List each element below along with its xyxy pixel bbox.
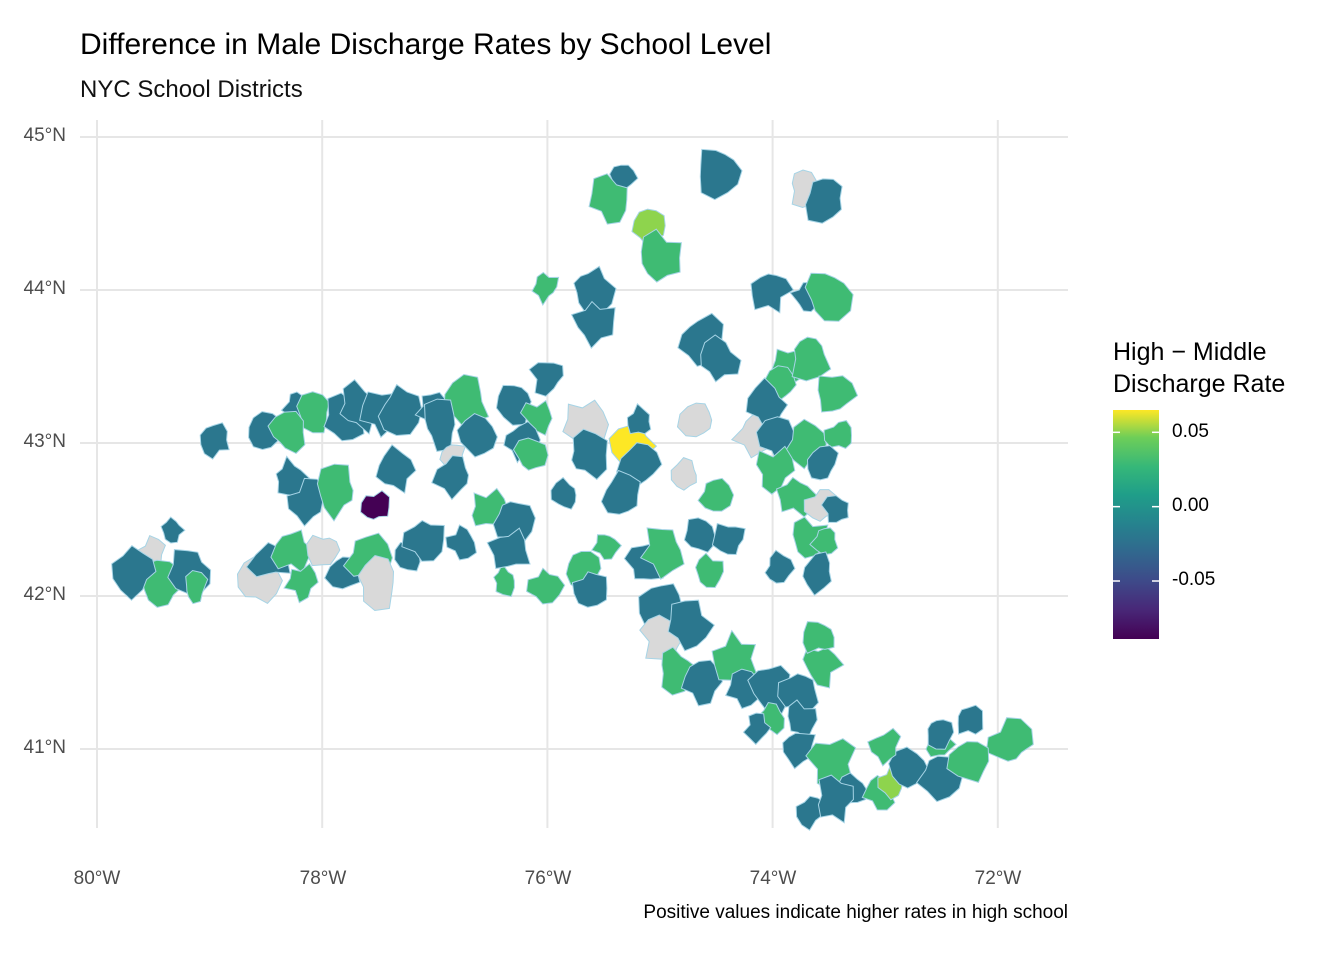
- legend-title-line: Discharge Rate: [1113, 370, 1286, 398]
- district-polygon: [267, 410, 306, 455]
- legend-tick-label: 0.05: [1172, 421, 1209, 442]
- district-polygon: [375, 444, 417, 494]
- district-polygon: [360, 490, 391, 520]
- legend-tick-marks: [1113, 431, 1159, 582]
- district-polygon: [867, 727, 902, 767]
- district-polygon: [700, 334, 742, 383]
- district-polygon: [782, 732, 816, 770]
- district-polygon: [957, 704, 984, 735]
- district-polygon: [817, 375, 859, 413]
- district-polygon: [445, 524, 477, 561]
- legend-title-line: High − Middle: [1113, 338, 1267, 366]
- y-tick-label: 45°N: [23, 125, 66, 146]
- chart-caption: Positive values indicate higher rates in…: [643, 902, 1068, 923]
- district-polygon: [809, 527, 839, 556]
- legend-colorbar: [1113, 410, 1159, 639]
- district-polygon: [431, 455, 470, 501]
- district-polygon: [695, 552, 725, 589]
- district-polygon: [306, 534, 341, 567]
- district-polygon: [357, 554, 395, 612]
- district-polygon: [750, 273, 795, 314]
- y-tick-label: 43°N: [23, 431, 66, 452]
- district-polygon: [571, 571, 608, 608]
- district-polygon: [697, 477, 735, 512]
- district-polygon: [528, 362, 564, 397]
- chart-title: Difference in Male Discharge Rates by Sc…: [80, 28, 772, 61]
- district-polygon: [747, 664, 791, 714]
- x-tick-label: 74°W: [749, 868, 797, 889]
- gridlines: [80, 120, 1068, 828]
- district-polygon: [160, 516, 186, 544]
- district-polygon: [199, 422, 230, 460]
- district-polygon: [526, 567, 566, 605]
- district-polygon: [680, 659, 723, 707]
- legend-tick-label: 0.00: [1172, 495, 1209, 516]
- district-polygon: [512, 437, 549, 471]
- district-polygon: [764, 549, 796, 584]
- district-polygon: [667, 599, 715, 652]
- district-polygon: [795, 795, 826, 831]
- district-polygon: [296, 391, 330, 434]
- legend-title: High − Middle Discharge Rate: [1113, 336, 1285, 400]
- district-polygon: [683, 517, 716, 553]
- district-polygon: [519, 399, 553, 436]
- district-polygon: [486, 527, 531, 570]
- district-polygon: [791, 336, 832, 382]
- district-polygon: [550, 476, 577, 510]
- district-polygon: [493, 562, 515, 598]
- district-polygon: [817, 774, 854, 824]
- district-polygon: [571, 428, 608, 481]
- district-polygon: [802, 621, 835, 654]
- district-polygon: [111, 545, 157, 601]
- district-polygon: [185, 569, 209, 605]
- district-polygon: [456, 413, 498, 458]
- district-polygon: [639, 527, 685, 580]
- y-tick-label: 44°N: [23, 278, 66, 299]
- district-polygon: [531, 271, 560, 307]
- district-polygon: [377, 383, 423, 437]
- x-tick-label: 72°W: [974, 868, 1022, 889]
- district-polygons: [111, 148, 1034, 831]
- district-polygon: [927, 719, 955, 750]
- district-polygon: [802, 551, 832, 597]
- district-polygon: [570, 300, 616, 349]
- y-tick-label: 41°N: [23, 737, 66, 758]
- legend-tick-label: -0.05: [1172, 569, 1216, 590]
- district-polygon: [283, 563, 319, 604]
- district-polygon: [699, 148, 743, 201]
- district-polygon: [711, 522, 746, 556]
- district-polygon: [640, 228, 682, 283]
- district-polygon: [626, 403, 652, 435]
- x-tick-label: 76°W: [524, 868, 572, 889]
- district-polygon: [676, 402, 713, 438]
- x-tick-label: 78°W: [299, 868, 347, 889]
- district-polygon: [401, 520, 445, 562]
- district-polygon: [985, 717, 1034, 762]
- chart-subtitle: NYC School Districts: [80, 76, 303, 103]
- district-polygon: [804, 178, 843, 224]
- district-polygon: [823, 420, 853, 449]
- district-polygon: [755, 445, 796, 495]
- district-polygon: [316, 463, 354, 522]
- district-polygon: [588, 173, 628, 225]
- district-polygon: [742, 712, 772, 746]
- x-tick-label: 80°W: [73, 868, 121, 889]
- district-polygon: [591, 534, 622, 561]
- district-polygon: [820, 495, 849, 523]
- district-polygon: [946, 741, 990, 784]
- district-polygon: [600, 469, 641, 515]
- district-polygon: [670, 457, 697, 491]
- district-polygon: [806, 445, 839, 481]
- district-polygon: [804, 272, 854, 322]
- y-tick-label: 42°N: [23, 584, 66, 605]
